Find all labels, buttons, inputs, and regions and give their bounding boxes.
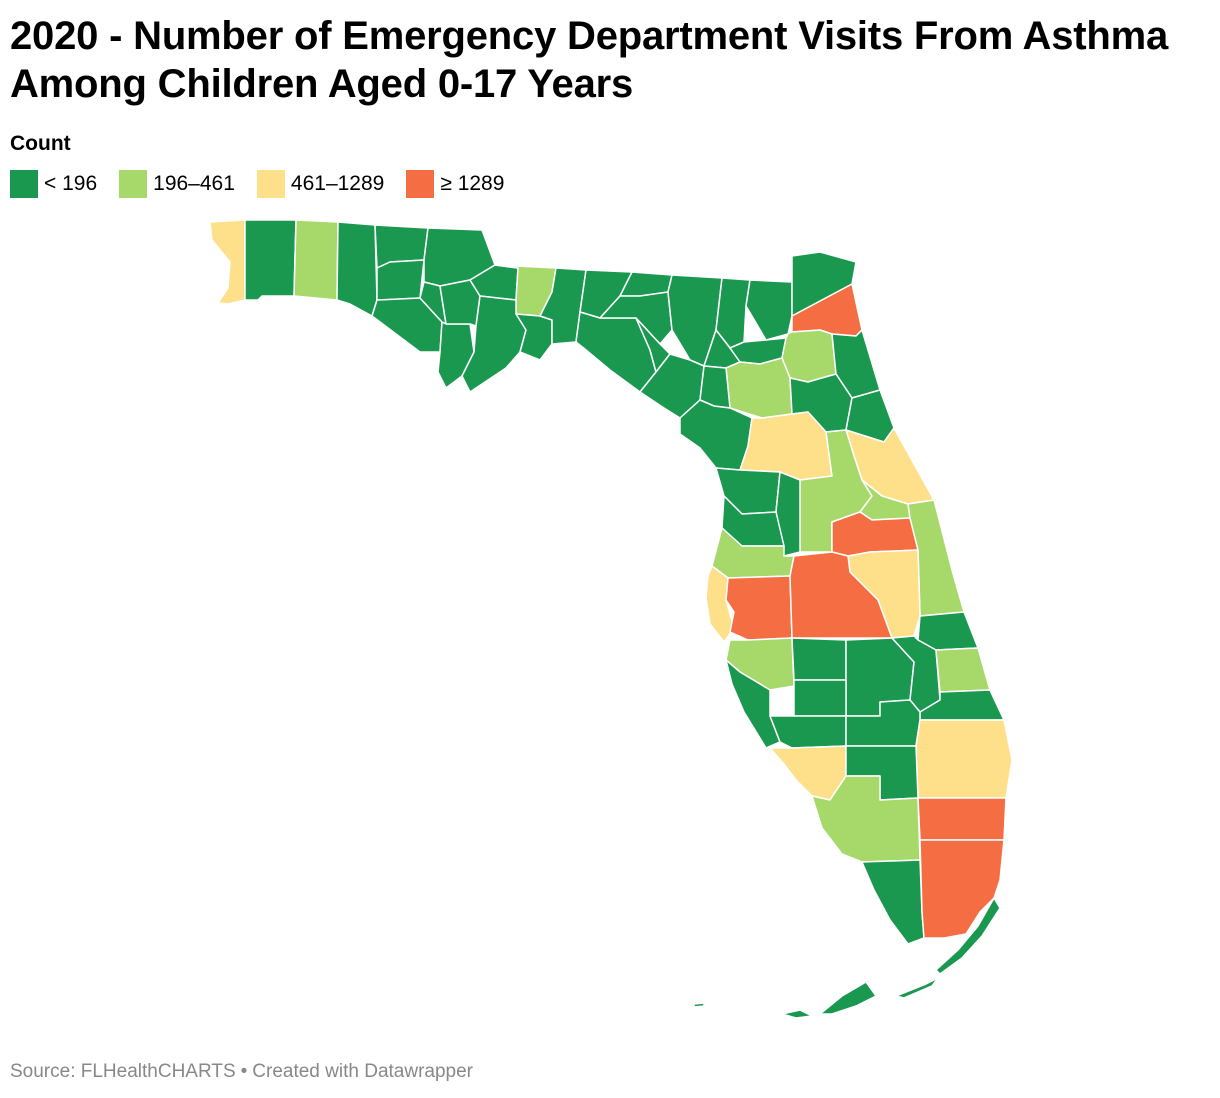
county-monroe-mainland[interactable] xyxy=(861,859,925,945)
legend-item-high: ≥ 1289 xyxy=(406,170,504,198)
county-st-lucie[interactable] xyxy=(935,647,991,693)
county-alachua[interactable] xyxy=(725,357,793,419)
source-note: Source: FLHealthCHARTS • Created with Data… xyxy=(10,1061,473,1083)
county-nassau[interactable] xyxy=(745,279,793,341)
legend-label-medium-low: 196–461 xyxy=(153,172,235,195)
county-santa-rosa[interactable] xyxy=(244,219,297,301)
county-miami-dade[interactable] xyxy=(919,839,1005,939)
county-charlotte[interactable] xyxy=(769,715,847,749)
county-monroe-tortugas[interactable] xyxy=(693,1002,705,1008)
legend-label-high: ≥ 1289 xyxy=(440,172,505,195)
source-text: Source: FLHealthCHARTS xyxy=(10,1061,236,1082)
county-polk[interactable] xyxy=(789,551,893,639)
county-okaloosa[interactable] xyxy=(293,219,339,301)
county-washington[interactable] xyxy=(376,259,425,301)
county-monroe-west-keys[interactable] xyxy=(781,1009,813,1019)
county-monroe-middle-keys[interactable] xyxy=(895,977,939,999)
county-hillsborough[interactable] xyxy=(725,575,793,641)
legend-item-medium-high: 461–1289 xyxy=(256,170,385,198)
chart-title: 2020 - Number of Emergency Department Vi… xyxy=(10,14,1169,106)
legend-swatch-medium-low xyxy=(119,170,148,198)
legend-item-low: < 196 xyxy=(10,170,97,198)
county-monroe-keys[interactable] xyxy=(935,897,1001,975)
county-desoto[interactable] xyxy=(793,679,847,717)
legend-swatch-medium-high xyxy=(256,170,285,198)
county-walton[interactable] xyxy=(336,221,378,317)
legend: < 196 196–461 461–1289 ≥ 1289 xyxy=(10,170,526,198)
legend-title: Count xyxy=(10,132,71,155)
county-palm-beach[interactable] xyxy=(915,719,1013,799)
county-broward[interactable] xyxy=(917,797,1007,841)
legend-swatch-high xyxy=(406,170,435,198)
legend-label-low: < 196 xyxy=(44,172,98,195)
legend-swatch-low xyxy=(10,170,38,198)
county-hardee[interactable] xyxy=(791,637,847,681)
county-monroe-lower-keys[interactable] xyxy=(819,981,877,1015)
source-separator: • xyxy=(240,1061,248,1082)
legend-item-medium-low: 196–461 xyxy=(119,170,235,198)
legend-label-medium-high: 461–1289 xyxy=(290,172,385,195)
county-clay[interactable] xyxy=(781,329,837,383)
florida-county-map xyxy=(209,219,1013,1019)
county-escambia[interactable] xyxy=(209,219,246,305)
source-credit: Created with Datawrapper xyxy=(252,1061,473,1082)
